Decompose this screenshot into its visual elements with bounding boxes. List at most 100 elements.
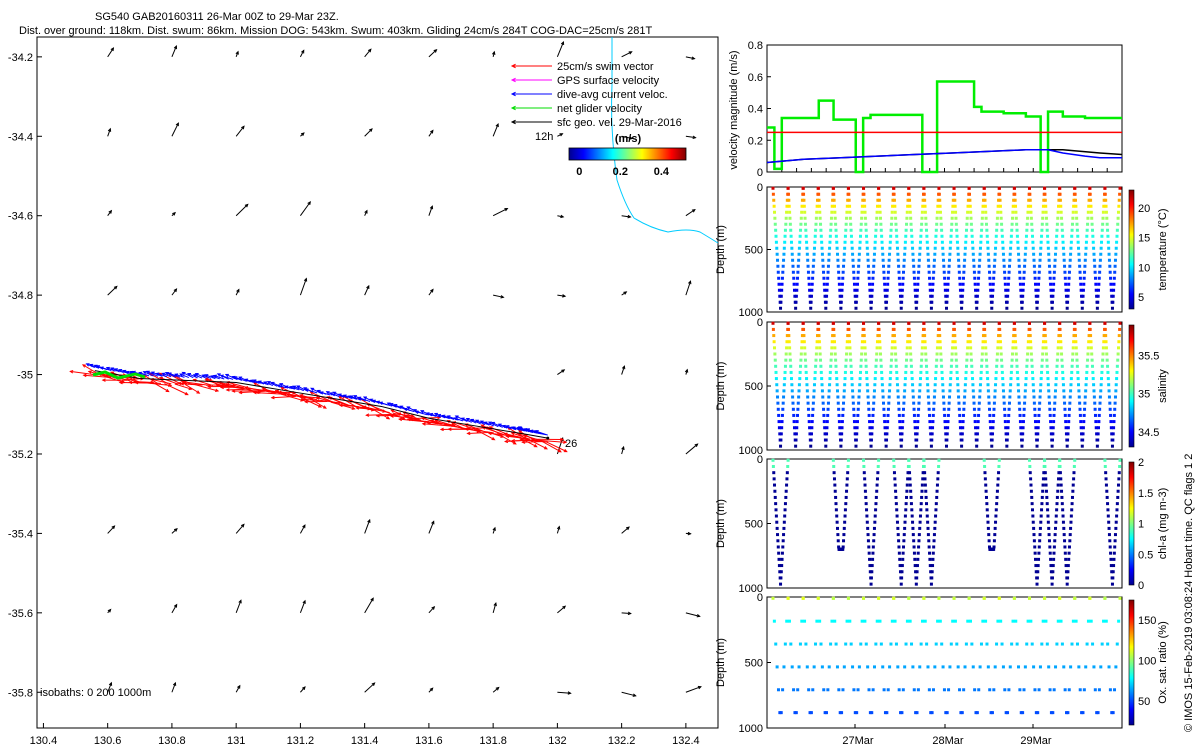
temperature-point [779,306,783,310]
temperature-point [1038,258,1042,262]
salinity-point [794,438,798,442]
temperature-point [783,234,787,238]
salinity-point [1070,370,1074,374]
swim-vector-head [563,440,568,444]
swim-vector-head [184,391,189,396]
chl-a-point [1113,533,1117,537]
chl-a-point [1029,483,1033,487]
oxygen-point [855,711,859,715]
dac-vector [105,366,116,372]
dac-vector [453,417,464,422]
temperature-point [878,216,882,220]
temperature-point [1064,282,1068,286]
salinity-point [861,334,865,338]
temperature-point [1063,270,1067,274]
legend-label-0: 25cm/s swim vector [557,61,654,73]
salinity-point [885,432,889,436]
temperature-point [967,186,971,190]
temperature-point [1074,210,1078,214]
salinity-point [1048,413,1052,417]
salinity-point [978,383,982,387]
oxygen-point [1102,619,1106,623]
geo-vector-head [500,295,505,299]
swim-vector-head [389,414,394,418]
chl-a-point [834,508,838,512]
temperature-point [840,288,844,292]
salinity-point [1010,364,1014,368]
temperature-point [823,294,827,298]
temperature-point [1092,246,1096,250]
salinity-point [1092,395,1096,399]
salinity-point [785,334,789,338]
temperature-point [831,186,835,190]
chl-a-point [1063,551,1067,555]
oxygen-y-tick-label: 1000 [739,723,763,735]
temperature-point [787,204,791,208]
chl-a-point [1114,520,1118,524]
chl-a-point [982,458,986,462]
salinity-point [816,321,820,325]
chl-a-point [921,477,925,481]
temperature-point [1062,252,1066,256]
chl-a-point [1071,489,1075,493]
chl-a-point [895,514,899,518]
swim-vector-shaft [174,383,192,390]
oxygen-point [1052,688,1056,692]
salinity-point [898,432,902,436]
temperature-point [886,282,890,286]
temperature-point [903,252,907,256]
temperature-point [1034,282,1038,286]
chl-a-point [1069,520,1073,524]
dac-vector-head [249,379,254,383]
oxygen-point [941,665,945,669]
swim-vector [153,382,170,393]
chl-a-point [935,489,939,493]
oxygen-point [831,596,835,600]
salinity-point [979,377,983,381]
temperature-point [820,240,824,244]
salinity-point [877,321,881,325]
geo-vector-head [113,285,118,290]
salinity-point [939,352,943,356]
chl-a-point [923,477,927,481]
salinity-point [941,395,945,399]
salinity-point [1007,401,1011,405]
temperature-point [1065,306,1069,310]
temperature-point [923,210,927,214]
temperature-point [933,246,937,250]
dac-vector [145,370,159,377]
salinity-point [1004,432,1008,436]
temperature-point [918,240,922,244]
salinity-point [1004,426,1008,430]
temperature-point [1102,198,1106,202]
temperature-point [862,186,866,190]
dac-vector [465,418,477,424]
legend-arrow-0 [510,63,552,69]
salinity-point [868,420,872,424]
geo-vector-shaft [364,682,375,693]
salinity-point [981,334,985,338]
chl-a-point [907,458,911,462]
salinity-point [1082,420,1086,424]
chl-a-point [1032,539,1036,543]
swim-vector-head [406,417,411,422]
chl-a-point [918,514,922,518]
salinity-point [1006,426,1010,430]
salinity-point [792,420,796,424]
salinity-point [1058,327,1062,331]
geo-vector-shaft [300,686,306,693]
salinity-point [911,383,915,387]
salinity-point [1091,377,1095,381]
temperature-point [807,282,811,286]
oxygen-point [797,665,801,669]
oxygen-point [875,619,879,623]
temperature-point [914,294,918,298]
chl-a-point [777,564,781,568]
chl-a-point [783,508,787,512]
temperature-point [1032,264,1036,268]
salinity-point [879,364,883,368]
temperature-point [1020,300,1024,304]
salinity-point [957,407,961,411]
salinity-point [912,413,916,417]
oxygen-point [986,665,990,669]
